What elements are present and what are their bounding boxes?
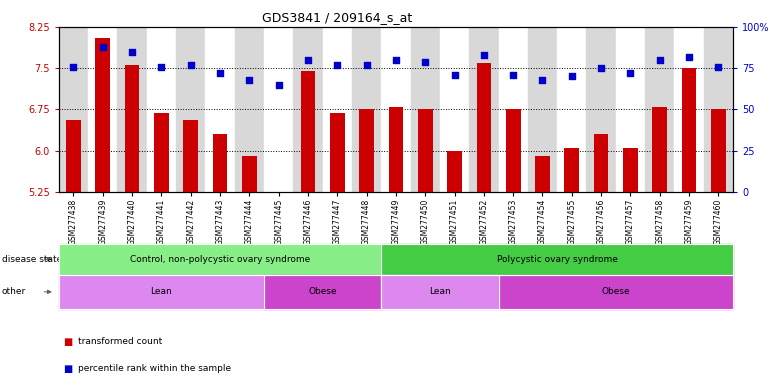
Bar <box>147 27 176 192</box>
Point <box>125 49 138 55</box>
Bar <box>300 71 315 192</box>
Text: other: other <box>2 287 26 296</box>
Point <box>243 77 256 83</box>
Point <box>272 82 285 88</box>
Bar <box>293 27 323 192</box>
Bar <box>682 68 696 192</box>
Bar <box>389 107 403 192</box>
Bar <box>447 151 462 192</box>
Bar <box>528 27 557 192</box>
Point <box>155 63 168 70</box>
Bar <box>118 27 147 192</box>
Text: ■: ■ <box>63 337 72 347</box>
Bar <box>205 27 234 192</box>
Bar <box>477 63 492 192</box>
Bar <box>381 27 411 192</box>
Bar <box>674 27 704 192</box>
Bar <box>330 113 345 192</box>
Bar <box>125 65 140 192</box>
Point <box>536 77 549 83</box>
Bar <box>711 109 726 192</box>
Bar <box>183 121 198 192</box>
Point <box>507 72 520 78</box>
Point <box>214 70 227 76</box>
Bar <box>557 27 586 192</box>
Text: transformed count: transformed count <box>78 337 162 346</box>
Bar <box>59 27 88 192</box>
Bar <box>411 27 440 192</box>
Bar <box>352 27 381 192</box>
Text: disease state: disease state <box>2 255 62 264</box>
Bar <box>506 109 521 192</box>
Bar <box>234 27 264 192</box>
Bar <box>586 27 615 192</box>
Bar <box>645 27 674 192</box>
Point <box>419 58 431 65</box>
Bar <box>564 148 579 192</box>
Text: percentile rank within the sample: percentile rank within the sample <box>78 364 231 373</box>
Bar <box>242 156 256 192</box>
Point <box>477 52 490 58</box>
Text: GDS3841 / 209164_s_at: GDS3841 / 209164_s_at <box>262 12 412 25</box>
Bar <box>88 27 118 192</box>
Bar <box>440 27 469 192</box>
Point <box>184 62 197 68</box>
Bar <box>359 109 374 192</box>
Point <box>565 73 578 79</box>
Point <box>448 72 461 78</box>
Bar <box>176 27 205 192</box>
Bar <box>418 109 433 192</box>
Point <box>624 70 637 76</box>
Bar <box>535 156 550 192</box>
Point <box>390 57 402 63</box>
Point <box>654 57 666 63</box>
Bar <box>704 27 733 192</box>
Bar <box>323 27 352 192</box>
Point <box>595 65 608 71</box>
Bar <box>469 27 499 192</box>
Bar <box>66 121 81 192</box>
Text: Lean: Lean <box>429 287 451 296</box>
Text: Obese: Obese <box>601 287 630 296</box>
Text: ■: ■ <box>63 364 72 374</box>
Point <box>331 62 343 68</box>
Bar <box>652 107 667 192</box>
Text: Obese: Obese <box>308 287 337 296</box>
Text: Control, non-polycystic ovary syndrome: Control, non-polycystic ovary syndrome <box>130 255 310 264</box>
Point <box>712 63 724 70</box>
Point <box>67 63 80 70</box>
Bar <box>623 148 637 192</box>
Point <box>361 62 373 68</box>
Bar <box>593 134 608 192</box>
Bar <box>96 38 110 192</box>
Point <box>96 44 109 50</box>
Bar <box>615 27 645 192</box>
Point <box>683 53 695 60</box>
Bar <box>212 134 227 192</box>
Point <box>302 57 314 63</box>
Bar <box>154 113 169 192</box>
Text: Lean: Lean <box>151 287 172 296</box>
Bar <box>499 27 528 192</box>
Bar <box>264 27 293 192</box>
Text: Polycystic ovary syndrome: Polycystic ovary syndrome <box>497 255 618 264</box>
